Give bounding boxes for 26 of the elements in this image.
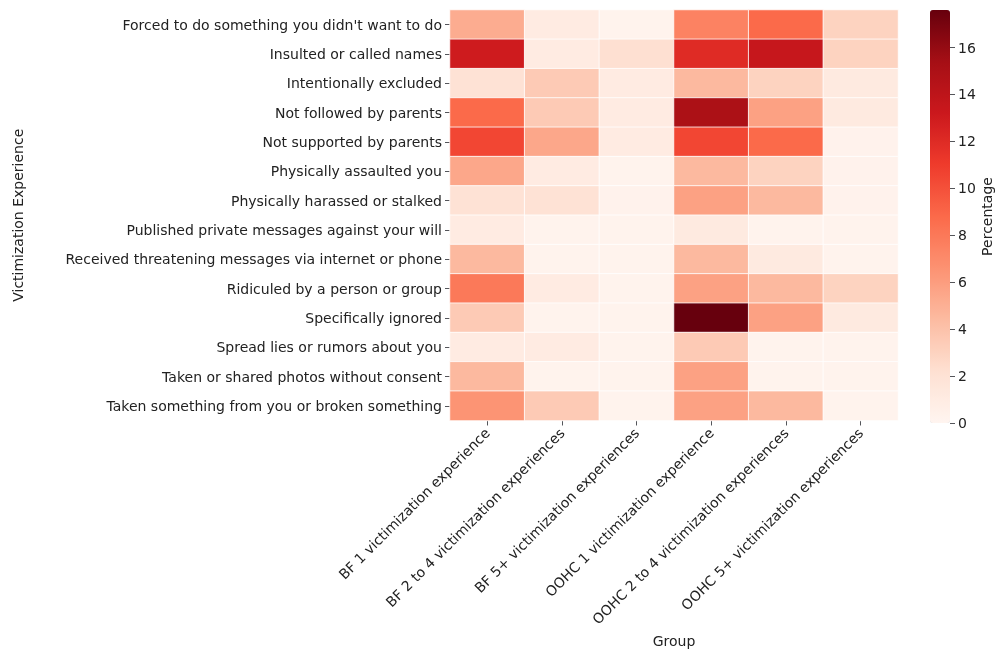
color-bar-label: 4	[958, 321, 967, 338]
y-tick-label: Physically assaulted you	[270, 163, 442, 180]
color-bar-label: 6	[958, 274, 967, 291]
x-axis-title: Group	[652, 633, 696, 649]
y-tick-label: Published private messages against your will	[126, 221, 442, 238]
color-bar-label: 16	[958, 39, 976, 56]
y-tick-label: Taken something from you or broken something	[105, 397, 442, 414]
color-bar-label: 10	[958, 180, 976, 197]
y-tick-label: Specifically ignored	[305, 309, 442, 326]
color-bar-title: Percentage	[978, 177, 995, 256]
color-bar-label: 8	[958, 227, 967, 244]
color-bar-label: 2	[958, 368, 967, 385]
y-tick-label: Intentionally excluded	[286, 75, 442, 92]
y-tick-label: Insulted or called names	[269, 45, 442, 62]
y-tick-label: Forced to do something you didn't want to do	[122, 16, 442, 33]
y-tick-label: Ridiculed by a person or group	[226, 280, 443, 297]
y-tick-label: Taken or shared photos without consent	[161, 368, 443, 385]
y-tick-label: Spread lies or rumors about you	[216, 339, 442, 356]
color-bar-label: 14	[958, 86, 976, 103]
y-tick-label: Physically harassed or stalked	[230, 192, 442, 209]
y-tick-label: Received threatening messages via internet or phone	[65, 251, 442, 268]
y-axis-title: Victimization Experience	[10, 128, 26, 302]
color-bar-label: 12	[958, 133, 976, 150]
y-tick-label: Not supported by parents	[262, 133, 442, 150]
y-tick-label: Not followed by parents	[274, 104, 442, 121]
color-bar-label: 0	[958, 415, 967, 431]
